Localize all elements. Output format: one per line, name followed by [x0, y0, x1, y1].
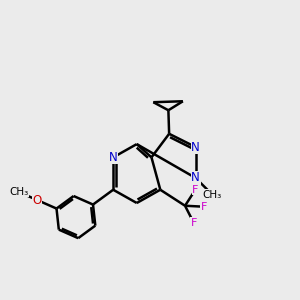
Text: F: F [190, 218, 197, 228]
Text: F: F [192, 185, 199, 195]
Text: N: N [191, 141, 200, 154]
Text: O: O [32, 194, 42, 206]
Text: N: N [109, 151, 118, 164]
Text: CH₃: CH₃ [203, 190, 222, 200]
Text: F: F [201, 202, 207, 212]
Text: N: N [191, 172, 200, 184]
Text: CH₃: CH₃ [9, 187, 28, 197]
